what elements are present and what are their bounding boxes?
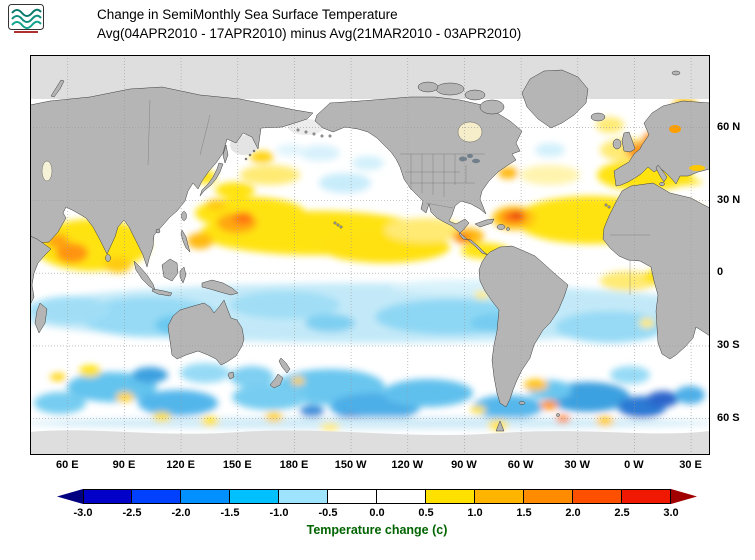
longitude-tick-label: 180 E [279, 459, 309, 471]
colorbar-segment [524, 489, 573, 504]
colorbar-segment [279, 489, 328, 504]
inland-water-layer [41, 121, 705, 182]
colorbar-tick-label: -3.0 [73, 507, 93, 519]
colorbar-tick-labels: -3.0 -2.5 -2.0 -1.5 -1.0 -0.5 0.0 0.5 1.0 1.5 2.0 2… [59, 507, 696, 519]
colorbar-over-arrow [671, 489, 697, 504]
colorbar-segment [83, 489, 132, 504]
longitude-tick-label: 90 W [451, 459, 477, 471]
colorbar-tick-label: 2.5 [614, 507, 630, 519]
colorbar-title: Temperature change (c) [306, 523, 448, 537]
colorbar-segment [230, 489, 279, 504]
colorbar-tick-label: -0.5 [318, 507, 338, 519]
latitude-tick-label: 0 [717, 266, 724, 278]
colorbar-tick-label: 3.0 [663, 507, 679, 519]
colorbar [57, 489, 697, 504]
world-sst-anomaly-map [10, 55, 730, 455]
colorbar-segment [622, 489, 671, 504]
colorbar-segment [475, 489, 524, 504]
colorbar-tick-label: -1.5 [220, 507, 240, 519]
longitude-axis: 60 E 90 E 120 E 150 E 180 E 150 W 120 W 90 W 60 … [39, 459, 719, 471]
borders-layer [147, 99, 650, 295]
colorbar-segment [181, 489, 230, 504]
longitude-tick-label: 0 W [624, 459, 644, 471]
antarctic-no-data-band [30, 430, 710, 455]
map-frame [30, 55, 710, 455]
colorbar-segments [83, 489, 671, 504]
land-layer [29, 69, 711, 432]
longitude-tick-label: 120 W [391, 459, 424, 471]
longitude-tick-label: 60 E [56, 459, 79, 471]
colorbar-tick-label: 2.0 [565, 507, 581, 519]
latitude-tick-label: 30 N [717, 194, 741, 206]
colorbar-tick-label: -2.5 [122, 507, 142, 519]
longitude-tick-label: 150 W [334, 459, 367, 471]
colorbar-segment [132, 489, 181, 504]
latitude-tick-label: 60 S [717, 412, 740, 424]
latitude-axis: 60 N 30 N 0 30 S 60 S [717, 0, 755, 455]
colorbar-tick-label: 1.5 [516, 507, 532, 519]
longitude-tick-label: 120 E [166, 459, 196, 471]
longitude-tick-label: 150 E [222, 459, 252, 471]
longitude-tick-label: 90 E [112, 459, 136, 471]
latitude-tick-label: 60 N [717, 121, 741, 133]
noaa-logo [8, 4, 44, 33]
page-subtitle: Avg(04APR2010 - 17APR2010) minus Avg(21M… [97, 26, 522, 41]
longitude-tick-label: 60 W [507, 459, 534, 471]
colorbar-tick-label: -1.0 [269, 507, 289, 519]
colorbar-segment [573, 489, 622, 504]
colorbar-tick-label: 1.0 [467, 507, 483, 519]
latitude-tick-label: 30 S [717, 339, 740, 351]
colorbar-segment [426, 489, 475, 504]
colorbar-segment [377, 489, 426, 504]
page-title: Change in SemiMonthly Sea Surface Temper… [97, 7, 398, 22]
colorbar-tick-label: -2.0 [171, 507, 191, 519]
longitude-tick-label: 30 E [679, 459, 702, 471]
longitude-tick-label: 30 W [564, 459, 591, 471]
colorbar-tick-label: 0.0 [369, 507, 385, 519]
colorbar-under-arrow [57, 489, 83, 504]
colorbar-tick-label: 0.5 [418, 507, 434, 519]
colorbar-segment [328, 489, 377, 504]
graticule-layer [30, 55, 710, 455]
